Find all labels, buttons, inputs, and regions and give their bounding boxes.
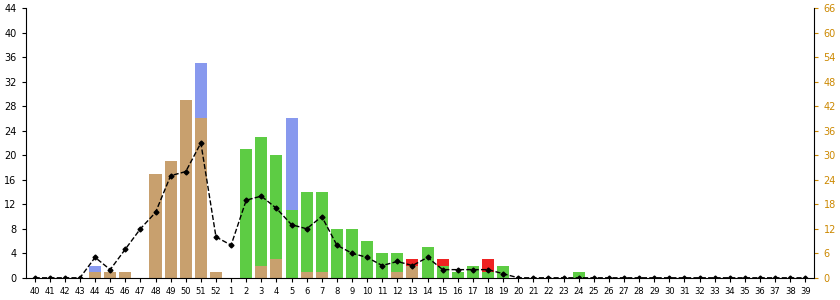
Bar (391, 253, 403, 272)
Bar (482, 272, 494, 278)
Bar (195, 118, 207, 278)
Bar (150, 174, 161, 278)
Bar (391, 272, 403, 278)
Bar (255, 137, 267, 266)
Bar (165, 161, 176, 278)
Bar (301, 272, 312, 278)
Bar (407, 266, 418, 278)
Bar (452, 272, 464, 278)
Bar (437, 260, 449, 266)
Bar (119, 272, 131, 278)
Bar (255, 266, 267, 278)
Bar (270, 155, 282, 260)
Bar (286, 118, 297, 210)
Bar (316, 272, 328, 278)
Bar (376, 253, 388, 278)
Bar (361, 241, 373, 278)
Bar (346, 229, 358, 278)
Bar (437, 266, 449, 278)
Bar (240, 149, 252, 278)
Bar (104, 272, 116, 278)
Bar (89, 266, 101, 272)
Bar (89, 272, 101, 278)
Bar (270, 260, 282, 278)
Bar (467, 266, 479, 278)
Bar (482, 260, 494, 272)
Bar (316, 192, 328, 272)
Bar (210, 272, 222, 278)
Bar (195, 63, 207, 118)
Bar (573, 272, 585, 278)
Bar (301, 192, 312, 272)
Bar (180, 100, 192, 278)
Bar (422, 247, 433, 278)
Bar (331, 229, 343, 278)
Bar (286, 210, 297, 278)
Bar (407, 260, 418, 266)
Bar (497, 266, 509, 278)
